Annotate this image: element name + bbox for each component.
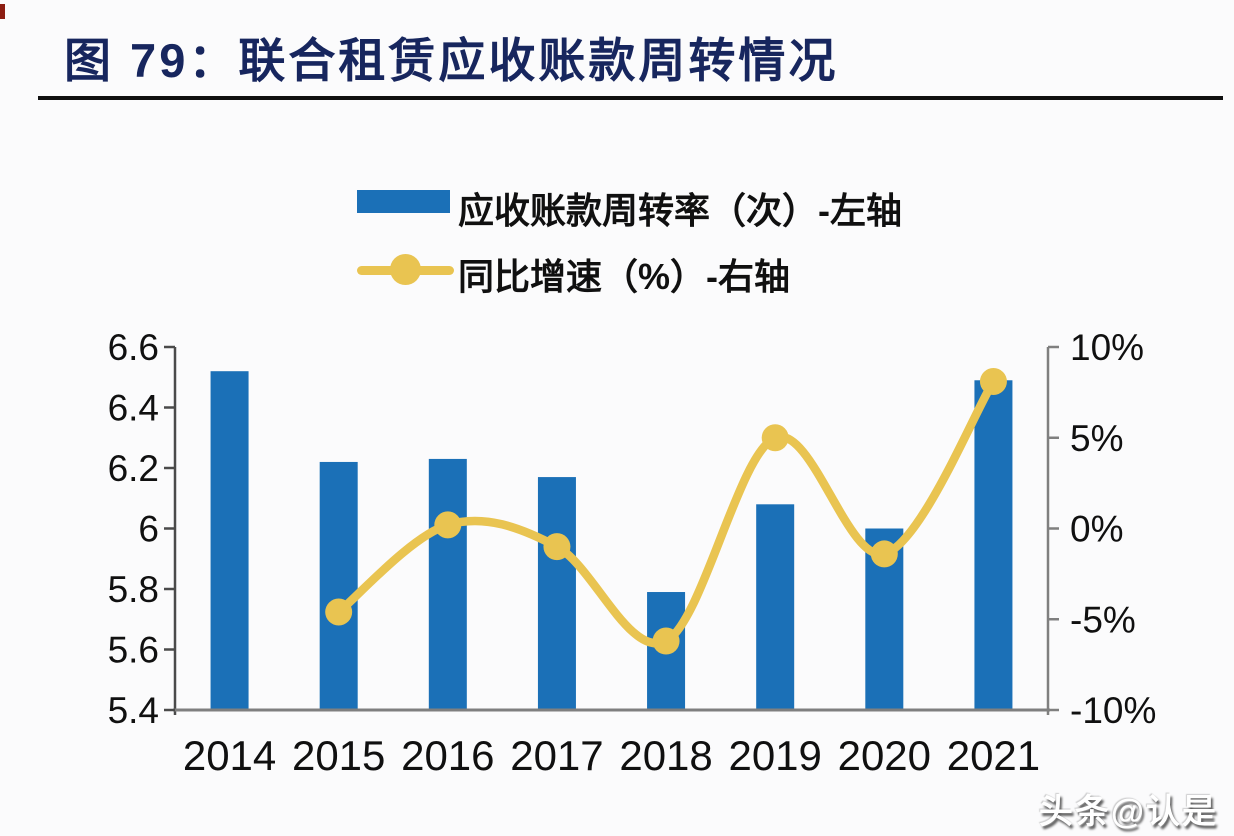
x-axis-label: 2016 bbox=[401, 732, 494, 779]
left-tick-label: 6.4 bbox=[108, 388, 159, 429]
growth-marker bbox=[761, 424, 789, 452]
growth-marker bbox=[652, 627, 680, 655]
right-tick-label: -10% bbox=[1070, 690, 1156, 731]
growth-marker bbox=[434, 511, 462, 539]
right-tick-label: -5% bbox=[1070, 599, 1136, 640]
left-tick-label: 6.2 bbox=[108, 448, 159, 489]
bar-2017 bbox=[537, 477, 576, 710]
x-axis-label: 2015 bbox=[292, 732, 385, 779]
watermark-text: 头条@认是 bbox=[1038, 793, 1218, 831]
x-axis-label: 2020 bbox=[838, 732, 931, 779]
x-axis-label: 2017 bbox=[510, 732, 603, 779]
x-axis-label: 2018 bbox=[619, 732, 712, 779]
bar-2016 bbox=[428, 458, 467, 710]
growth-marker bbox=[979, 367, 1007, 395]
legend-label-growth: 同比增速（%）-右轴 bbox=[458, 256, 790, 297]
bar-2014 bbox=[210, 371, 249, 710]
bar-series-swatch bbox=[357, 190, 450, 213]
title-divider bbox=[38, 96, 1223, 100]
line-marker-swatch-icon bbox=[390, 254, 421, 285]
figure-title: 图 79：联合租赁应收账款周转情况 bbox=[64, 34, 839, 87]
corner-red-artifact bbox=[0, 4, 5, 19]
growth-marker bbox=[325, 598, 353, 626]
left-tick-label: 5.8 bbox=[108, 569, 159, 610]
growth-marker bbox=[870, 540, 898, 568]
right-tick-label: 0% bbox=[1070, 509, 1123, 550]
x-axis-label: 2021 bbox=[947, 732, 1040, 779]
right-tick-label: 5% bbox=[1070, 418, 1123, 459]
bar-2021 bbox=[974, 380, 1013, 710]
x-axis-label: 2014 bbox=[183, 732, 276, 779]
bar-2015 bbox=[319, 461, 358, 710]
left-tick-label: 6 bbox=[138, 509, 159, 550]
bar-2019 bbox=[756, 504, 795, 710]
x-axis-label: 2019 bbox=[728, 732, 821, 779]
legend-label-turnover: 应收账款周转率（次）-左轴 bbox=[458, 190, 902, 231]
right-tick-label: 10% bbox=[1070, 327, 1144, 368]
left-tick-label: 5.6 bbox=[108, 630, 159, 671]
growth-marker bbox=[543, 533, 571, 561]
left-tick-label: 5.4 bbox=[108, 690, 159, 731]
left-tick-label: 6.6 bbox=[108, 327, 159, 368]
